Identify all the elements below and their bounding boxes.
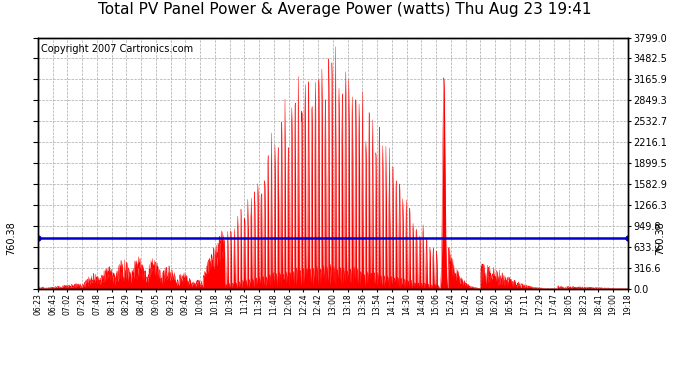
- Text: Total PV Panel Power & Average Power (watts) Thu Aug 23 19:41: Total PV Panel Power & Average Power (wa…: [98, 2, 592, 17]
- Text: Copyright 2007 Cartronics.com: Copyright 2007 Cartronics.com: [41, 44, 193, 54]
- Text: 760.38: 760.38: [6, 222, 17, 255]
- Text: 760.38: 760.38: [656, 222, 665, 255]
